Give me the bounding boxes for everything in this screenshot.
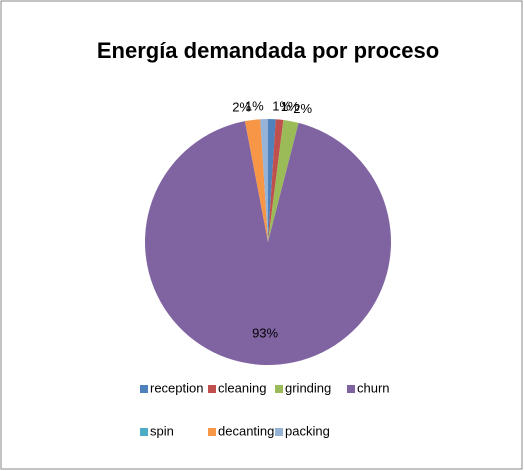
chart-title: Energía demandada por proceso: [97, 38, 439, 63]
legend-swatch: [347, 385, 355, 393]
legend-label: grinding: [285, 380, 331, 395]
pie-slice: [268, 119, 284, 242]
data-label: 2%: [293, 101, 312, 116]
data-label: 93%: [252, 326, 278, 341]
legend-swatch: [140, 385, 148, 393]
legend-swatch: [208, 428, 216, 436]
legend-swatch: [275, 385, 283, 393]
legend-swatch: [275, 428, 283, 436]
legend-swatch: [208, 385, 216, 393]
legend-label: churn: [357, 380, 390, 395]
data-label: 2%: [232, 100, 251, 115]
legend-label: decanting: [218, 423, 274, 438]
pie-slice: [244, 119, 268, 242]
legend-label: reception: [150, 380, 203, 395]
pie-slice: [268, 119, 276, 242]
pie-slice: [260, 119, 268, 242]
legend-swatch: [140, 428, 148, 436]
pie-slice: [268, 119, 299, 242]
data-label: 1%: [272, 99, 291, 114]
legend-label: cleaning: [218, 380, 266, 395]
pie-slice: [144, 121, 391, 365]
data-label: 1%: [281, 99, 300, 114]
legend-label: packing: [285, 423, 330, 438]
legend-label: spin: [150, 423, 174, 438]
data-label: 1%: [245, 99, 264, 114]
